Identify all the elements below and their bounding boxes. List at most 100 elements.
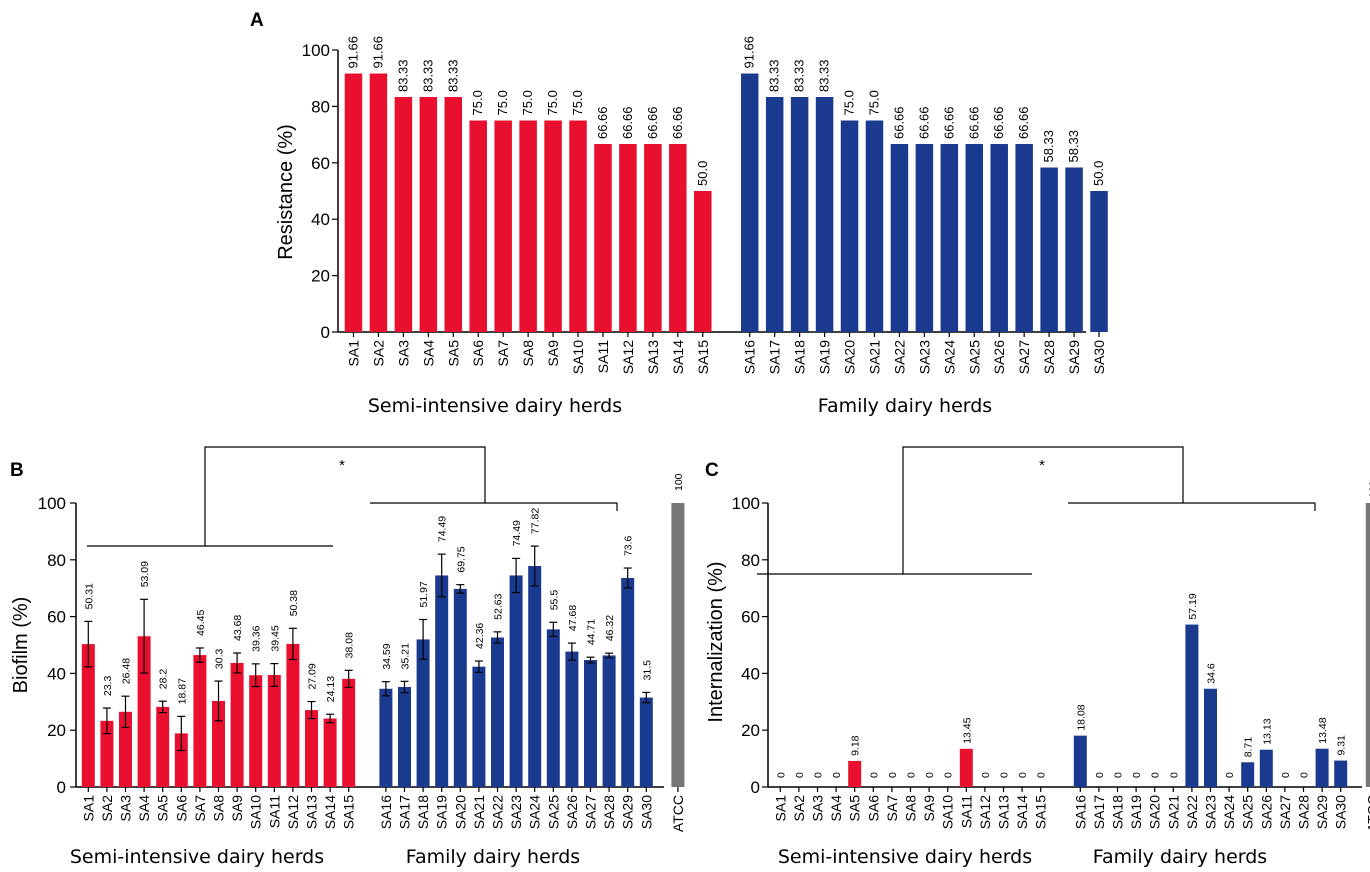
bar-sa1 [344,73,363,332]
x-tick-label: SA4 [136,795,152,822]
x-tick-label: SA19 [817,340,833,374]
x-tick-label: SA2 [370,340,386,367]
data-label: 66.66 [620,106,635,139]
x-tick-label: SA19 [1128,795,1144,829]
x-tick-label: SA14 [670,340,686,374]
x-tick-label: SA26 [1258,795,1274,829]
x-tick-label: SA24 [941,340,957,374]
bar-sa29 [621,577,635,787]
bar-sa27 [1015,144,1033,332]
panel-label-b: B [10,460,24,481]
y-tick-label: 0 [57,778,66,797]
x-tick-label: SA20 [452,795,468,829]
bar-sa4 [419,97,438,332]
x-tick-label: SA6 [173,795,189,822]
x-tick-label: SA2 [791,795,807,822]
x-tick-label: SA14 [1014,795,1030,829]
bar-sa26 [565,651,579,787]
bar-sa11 [959,748,973,787]
data-label: 91.66 [370,36,385,69]
y-tick-label: 60 [311,154,330,173]
x-tick-label: SA27 [1016,340,1032,374]
x-tick-label: SA8 [903,795,919,822]
data-label: 0 [1168,772,1180,778]
bar-sa27 [584,660,597,787]
data-label: 35.21 [400,643,412,669]
data-label: 0 [1113,772,1125,778]
bar-sa16 [740,73,759,332]
x-tick-label: SA20 [1147,795,1163,829]
bar-sa23 [509,575,523,787]
x-tick-label: SA22 [1184,795,1200,829]
significance-star: * [339,457,345,474]
bar-sa4 [137,636,151,787]
bar-sa19 [815,97,834,332]
bar-sa6 [174,733,188,787]
x-tick-label: SA25 [545,795,561,829]
bar-sa24 [940,144,959,332]
data-label: 66.66 [670,106,685,139]
data-label: 28.2 [158,669,170,690]
x-tick-label: SA23 [508,795,524,829]
group-label-family: Family dairy herds [406,846,580,868]
x-tick-label: SA10 [248,795,264,829]
x-tick-label: SA15 [695,340,711,374]
bar-sa23 [915,144,934,332]
data-label: 57.19 [1187,593,1199,619]
x-tick-label: SA4 [828,795,844,822]
bar-sa17 [765,97,784,332]
x-tick-label: SA18 [1110,795,1126,829]
data-label: 52.63 [493,593,505,619]
data-label: 27.09 [307,663,319,689]
data-label: 66.66 [916,106,931,139]
bar-sa1 [81,644,95,787]
x-tick-label: SA10 [570,340,586,374]
bar-sa14 [323,718,337,787]
significance-star: * [1039,457,1045,474]
bar-sa25 [546,629,560,787]
data-label: 75.0 [470,90,485,115]
x-tick-label: SA22 [490,795,506,829]
data-label: 0 [1094,772,1106,778]
data-label: 100 [673,473,685,491]
group-label-semi-intensive: Semi-intensive dairy herds [70,846,324,868]
x-tick-label: SA13 [304,795,320,829]
data-label: 66.66 [595,106,610,139]
x-tick-label: SA26 [564,795,580,829]
x-tick-label: SA17 [767,340,783,374]
x-tick-label: SA4 [420,340,436,367]
bar-sa24 [528,565,542,787]
x-tick-label: SA13 [645,340,661,374]
data-label: 13.48 [1317,717,1329,743]
x-tick-label: SA28 [1041,340,1057,374]
x-tick-label: ATCC [670,795,686,832]
y-tick-label: 0 [751,778,760,797]
bar-sa25 [965,144,984,332]
data-label: 46.45 [195,610,207,636]
y-tick-label: 40 [311,210,330,229]
bar-sa20 [840,120,859,332]
bar-sa13 [644,144,662,332]
bar-atcc [1365,503,1370,787]
bar-sa30 [1090,191,1108,332]
bar-sa18 [790,97,809,332]
x-tick-label: SA6 [470,340,486,367]
data-label: 0 [924,772,936,778]
y-tick-label: 100 [302,41,330,60]
data-label: 0 [906,772,918,778]
data-label: 47.68 [567,605,579,631]
y-tick-label: 20 [47,721,66,740]
data-label: 0 [1224,772,1236,778]
group-label-family: Family dairy herds [1093,846,1267,868]
bar-sa8 [519,120,537,332]
bar-sa12 [286,643,300,787]
x-tick-label: SA25 [1240,795,1256,829]
data-label: 18.87 [176,678,188,704]
data-label: 66.66 [1016,106,1031,139]
x-tick-label: SA29 [1066,340,1082,374]
bar-sa25 [1241,762,1255,787]
data-label: 75.0 [520,90,535,115]
data-label: 39.45 [269,625,281,651]
data-label: 13.13 [1261,718,1273,744]
